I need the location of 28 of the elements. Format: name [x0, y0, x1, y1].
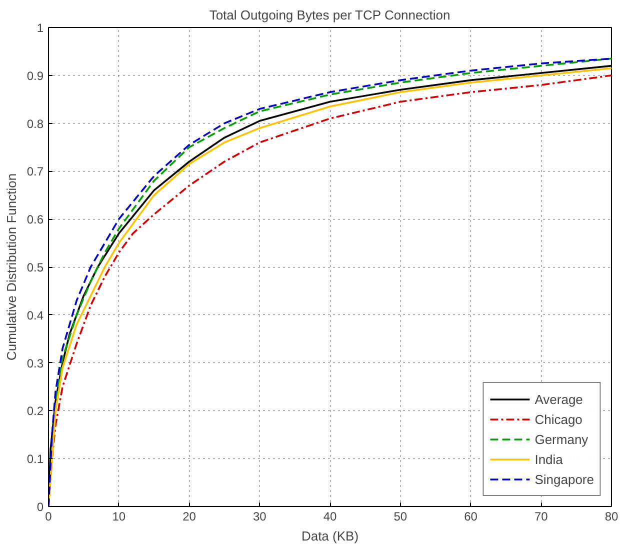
- y-axis-title: Cumulative Distribution Function: [4, 173, 19, 361]
- legend-label: Germany: [534, 431, 588, 447]
- x-tick-label: 70: [534, 510, 548, 524]
- y-tick-label: 0.5: [26, 260, 44, 274]
- legend-label: Average: [534, 391, 583, 407]
- x-tick-label: 60: [464, 510, 478, 524]
- x-tick-label: 30: [252, 510, 267, 524]
- y-tick-label: 0.9: [26, 68, 44, 83]
- x-tick-label: 20: [182, 510, 196, 524]
- y-tick-label: 1: [36, 21, 44, 35]
- y-tick-label: 0.6: [26, 212, 44, 227]
- legend-label: India: [534, 451, 563, 467]
- y-tick-label: 0.8: [26, 116, 44, 131]
- y-tick-label: 0: [36, 500, 44, 514]
- x-axis-title: Data (KB): [301, 528, 359, 544]
- y-tick-label: 0.2: [26, 404, 44, 418]
- x-tick-label: 40: [323, 510, 337, 524]
- x-tick-label: 50: [394, 510, 408, 524]
- x-tick-label: 0: [45, 510, 52, 524]
- y-tick-label: 0.7: [26, 164, 44, 179]
- legend-label: Singapore: [534, 471, 594, 487]
- y-tick-label: 0.4: [26, 308, 44, 322]
- chart-title: Total Outgoing Bytes per TCP Connection: [209, 8, 450, 22]
- y-tick-label: 0.3: [26, 356, 44, 370]
- x-tick-label: 80: [604, 510, 618, 524]
- x-tick-label: 10: [112, 510, 126, 524]
- y-tick-label: 0.1: [26, 452, 44, 466]
- legend-label: Chicago: [534, 411, 582, 427]
